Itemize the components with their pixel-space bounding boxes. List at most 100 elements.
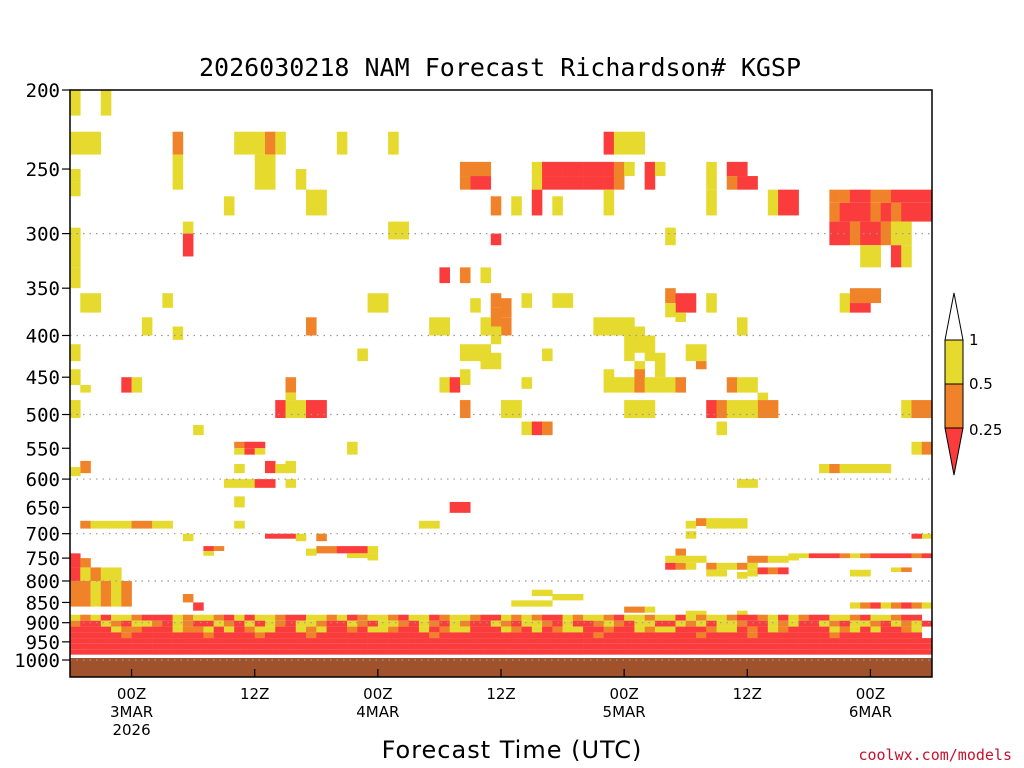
heatmap-cell bbox=[429, 638, 440, 644]
heatmap-cell bbox=[234, 496, 245, 508]
heatmap-cell bbox=[521, 421, 533, 436]
heatmap-cell bbox=[665, 288, 676, 304]
heatmap-cell bbox=[675, 377, 687, 393]
heatmap-cell bbox=[665, 632, 676, 639]
heatmap-cell bbox=[634, 131, 645, 155]
y-tick-label: 650 bbox=[26, 497, 60, 519]
heatmap-cell bbox=[624, 632, 635, 639]
heatmap-cell bbox=[921, 649, 933, 655]
heatmap-cell bbox=[336, 626, 348, 633]
heatmap-cell bbox=[552, 626, 563, 633]
heatmap-cell bbox=[234, 464, 245, 474]
heatmap-cell bbox=[285, 479, 297, 488]
heatmap-cell bbox=[880, 202, 892, 222]
heatmap-cell bbox=[459, 267, 471, 284]
heatmap-cell bbox=[131, 638, 143, 644]
heatmap-cell bbox=[829, 643, 840, 650]
heatmap-cell bbox=[788, 620, 799, 627]
x-tick-label: 3MAR bbox=[110, 703, 153, 721]
plot-area bbox=[70, 90, 933, 677]
heatmap-cell bbox=[172, 131, 184, 155]
heatmap-cell bbox=[839, 202, 851, 222]
heatmap-cell bbox=[798, 638, 810, 644]
heatmap-cell bbox=[90, 626, 102, 633]
heatmap-cell bbox=[511, 400, 522, 419]
heatmap-cell bbox=[100, 638, 112, 644]
heatmap-cell bbox=[798, 553, 810, 559]
heatmap-cell bbox=[890, 202, 902, 222]
heatmap-cell bbox=[531, 638, 543, 644]
heatmap-cell bbox=[347, 614, 358, 621]
heatmap-cell bbox=[80, 293, 91, 313]
heatmap-cell bbox=[501, 614, 512, 621]
heatmap-cell bbox=[552, 643, 563, 650]
heatmap-cell bbox=[808, 638, 820, 644]
heatmap-cell bbox=[870, 626, 881, 633]
heatmap-cell bbox=[316, 632, 327, 639]
heatmap-cell bbox=[121, 377, 132, 393]
heatmap-cell bbox=[264, 533, 276, 539]
heatmap-cell bbox=[193, 424, 204, 436]
heatmap-cell bbox=[449, 614, 461, 621]
heatmap-cell bbox=[111, 638, 122, 644]
heatmap-cell bbox=[347, 649, 358, 655]
heatmap-cell bbox=[767, 400, 779, 419]
heatmap-cell bbox=[613, 643, 625, 650]
heatmap-cell bbox=[429, 614, 440, 621]
heatmap-cell bbox=[531, 161, 543, 190]
heatmap-cell bbox=[685, 531, 697, 539]
heatmap-cell bbox=[737, 562, 748, 570]
heatmap-cell bbox=[418, 520, 430, 529]
heatmap-cell bbox=[654, 620, 666, 627]
heatmap-cell bbox=[695, 643, 707, 650]
heatmap-cell bbox=[459, 638, 471, 644]
heatmap-cell bbox=[367, 632, 379, 639]
heatmap-cell bbox=[542, 626, 553, 633]
y-tick-label: 750 bbox=[26, 548, 60, 570]
heatmap-cell bbox=[162, 520, 173, 529]
heatmap-cell bbox=[788, 638, 799, 644]
x-tick-label: 00Z bbox=[609, 685, 638, 703]
heatmap-cell bbox=[490, 307, 502, 327]
heatmap-cell bbox=[860, 288, 871, 304]
heatmap-cell bbox=[870, 288, 881, 304]
heatmap-cell bbox=[675, 638, 687, 644]
heatmap-cell bbox=[716, 569, 728, 577]
heatmap-cell bbox=[726, 638, 738, 644]
heatmap-cell bbox=[849, 626, 861, 633]
heatmap-cell bbox=[172, 614, 184, 621]
heatmap-cell bbox=[583, 626, 594, 633]
heatmap-cell bbox=[716, 638, 728, 644]
heatmap-cell bbox=[357, 620, 368, 627]
heatmap-cell bbox=[542, 421, 553, 436]
heatmap-cell bbox=[70, 614, 81, 621]
heatmap-cell bbox=[665, 620, 676, 627]
y-axis-ticks: 200 250 300 350 400 450 500 550 600 650 7007508008… bbox=[14, 80, 70, 672]
heatmap-cell bbox=[459, 649, 471, 655]
heatmap-cell bbox=[377, 293, 389, 313]
heatmap-cell bbox=[726, 643, 738, 650]
heatmap-cell bbox=[408, 632, 420, 639]
heatmap-cell bbox=[562, 614, 574, 621]
heatmap-cell bbox=[70, 90, 81, 116]
heatmap-cell bbox=[542, 649, 553, 655]
heatmap-cell bbox=[121, 594, 132, 607]
heatmap-cell bbox=[182, 533, 194, 542]
heatmap-cell bbox=[336, 649, 348, 655]
heatmap-cell bbox=[121, 643, 132, 650]
heatmap-cell bbox=[470, 620, 481, 627]
heatmap-cell bbox=[470, 614, 481, 621]
heatmap-cell bbox=[470, 643, 481, 650]
heatmap-cell bbox=[901, 620, 912, 627]
heatmap-cell bbox=[521, 643, 533, 650]
heatmap-cell bbox=[459, 620, 471, 627]
heatmap-cell bbox=[695, 344, 707, 362]
heatmap-cell bbox=[788, 643, 799, 650]
heatmap-cell bbox=[644, 620, 656, 627]
x-tick-label: 00Z bbox=[117, 685, 146, 703]
heatmap-cell bbox=[152, 638, 163, 644]
heatmap-cell bbox=[193, 614, 204, 621]
x-tick-label: 12Z bbox=[733, 685, 762, 703]
heatmap-cell bbox=[131, 520, 143, 529]
heatmap-cell bbox=[244, 643, 256, 650]
